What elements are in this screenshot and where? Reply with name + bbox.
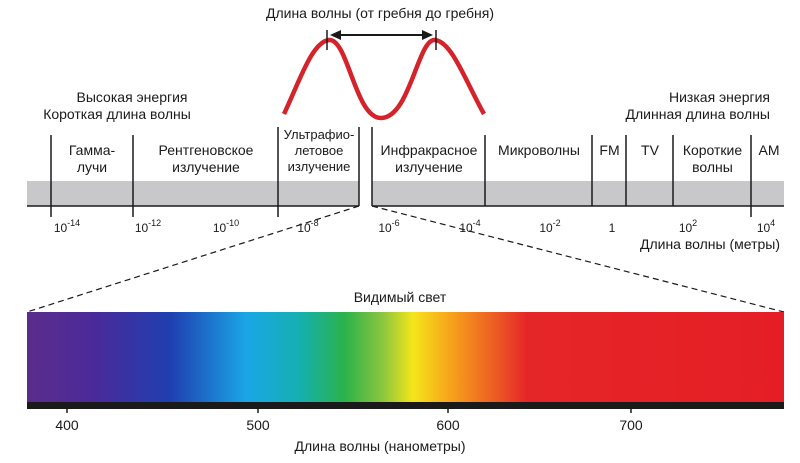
tick-wavelength: 10-6 <box>378 218 400 235</box>
visible-tick-label: 400 <box>55 417 79 433</box>
zoom-line-left <box>26 205 360 313</box>
visible-tick-label: 700 <box>619 417 643 433</box>
band-am: AM <box>752 142 786 159</box>
tick-wavelength: 102 <box>678 218 698 235</box>
band-microwaves-line-1: Микроволны <box>498 142 580 158</box>
band-infrared-line-2: излучение <box>395 159 463 175</box>
band-ultraviolet: Ультрафио- летовое излучение <box>279 127 359 175</box>
visible-tick-label: 600 <box>436 417 460 433</box>
band-uv-line-3: излучение <box>287 159 351 174</box>
band-shortwave-line-2: волны <box>692 159 733 175</box>
band-shortwave-line-1: Короткие <box>682 142 743 158</box>
low-energy-line-2: Длинная длина волны <box>625 106 770 122</box>
band-gamma-line-1: Гамма- <box>68 142 116 158</box>
band-fm-line-1: FM <box>599 142 620 158</box>
high-energy-line-1: Высокая энергия <box>76 89 188 105</box>
zoom-line-right <box>371 205 785 313</box>
band-microwaves: Микроволны <box>486 142 592 159</box>
wave-curve <box>281 37 486 121</box>
tick-wavelength: 1 <box>608 221 616 235</box>
visible-tick-label: 500 <box>246 417 270 433</box>
tick-wavelength: 104 <box>756 218 776 235</box>
high-energy-line-2: Короткая длина волны <box>43 106 191 122</box>
wave-caption: Длина волны (от гребня до гребня) <box>265 5 495 21</box>
band-xray: Рентгеновское излучение <box>134 142 278 176</box>
spectrum-bar-right <box>372 181 784 206</box>
band-uv-line-1: Ультрафио- <box>283 127 355 142</box>
band-dividers <box>50 127 752 217</box>
band-infrared-line-1: Инфракрасное <box>380 142 478 158</box>
tick-wavelength: 10-10 <box>212 218 240 235</box>
visible-spectrum-gradient <box>27 312 784 402</box>
band-uv-line-2: летовое <box>294 143 344 158</box>
band-fm: FM <box>593 142 626 159</box>
band-xray-line-1: Рентгеновское <box>158 142 254 158</box>
band-gamma: Гамма- лучи <box>52 142 132 176</box>
tick-wavelength: 10-8 <box>297 218 319 235</box>
wavelength-arrow-head-right <box>422 30 433 40</box>
tick-wavelength: 10-4 <box>459 218 481 235</box>
band-xray-line-2: излучение <box>172 159 240 175</box>
low-energy-caption: Низкая энергия Длинная длина волны <box>590 89 770 123</box>
tick-wavelength: 10-2 <box>539 218 561 235</box>
low-energy-line-1: Низкая энергия <box>669 89 770 105</box>
band-tv: TV <box>627 142 673 159</box>
high-energy-caption: Высокая энергия Короткая длина волны <box>32 89 232 123</box>
band-am-line-1: AM <box>758 142 780 158</box>
tick-wavelength: 10-12 <box>134 218 162 235</box>
band-gamma-line-2: лучи <box>76 159 108 175</box>
band-tv-line-1: TV <box>641 142 659 158</box>
tick-wavelength: 10-14 <box>53 218 81 235</box>
band-infrared: Инфракрасное излучение <box>373 142 485 176</box>
visible-ticks <box>66 409 632 413</box>
visible-spectrum-axis-bar <box>27 402 784 409</box>
band-shortwave: Короткие волны <box>674 142 751 176</box>
spectrum-bar-left <box>27 181 359 206</box>
visible-light-title: Видимый свет <box>353 289 447 305</box>
visible-axis-label: Длина волны (нанометры) <box>294 438 466 454</box>
wavelength-axis-label: Длина волны (метры) <box>639 236 780 252</box>
wavelength-arrow-head-left <box>330 30 341 40</box>
